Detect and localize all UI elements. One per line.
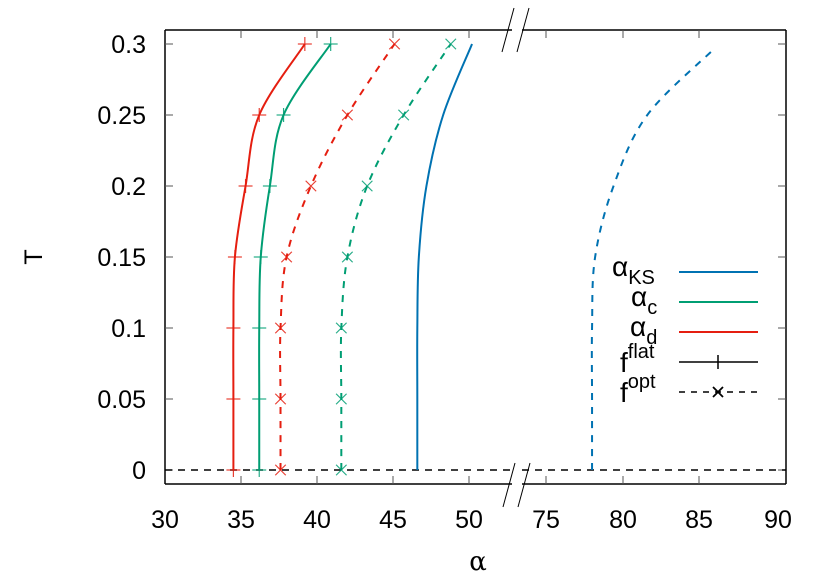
y-tick-label: 0.25 xyxy=(97,102,146,130)
plus-marker-icon xyxy=(252,392,267,406)
cross-marker-icon xyxy=(445,38,457,50)
x-tick-label: 75 xyxy=(532,506,560,534)
plus-marker-icon xyxy=(276,108,291,122)
y-tick-label: 0.2 xyxy=(111,173,146,201)
svg-text:αd: αd xyxy=(630,311,657,349)
legend: αKS αc αd fflat fopt xyxy=(612,251,758,408)
y-tick-labels: 0.3 0.25 0.2 0.15 0.1 0.05 0 xyxy=(97,31,146,485)
x-tick-labels: 30 35 40 45 50 75 80 85 90 xyxy=(151,506,792,534)
legend-item-alpha-d: αd xyxy=(630,311,758,349)
plus-marker-icon xyxy=(226,321,241,335)
cross-marker-icon xyxy=(341,109,354,121)
cross-marker-icon xyxy=(274,393,287,405)
series-curve xyxy=(339,43,452,470)
svg-text:αc: αc xyxy=(631,281,657,319)
plus-marker-icon xyxy=(297,37,312,51)
x-axis-ticks xyxy=(240,30,700,484)
legend-item-f-opt: fopt xyxy=(620,371,758,408)
svg-text:fopt: fopt xyxy=(620,371,656,408)
cross-marker-icon xyxy=(712,386,724,398)
plus-marker-icon xyxy=(262,179,277,193)
y-tick-label: 0.15 xyxy=(97,244,146,272)
plus-marker-icon xyxy=(252,321,267,335)
y-tick-label: 0.1 xyxy=(111,315,146,343)
plus-marker-icon xyxy=(252,463,267,477)
cross-marker-icon xyxy=(397,109,410,121)
cross-marker-icon xyxy=(341,251,354,263)
plus-marker-icon xyxy=(252,108,267,122)
plus-marker-icon xyxy=(238,179,253,193)
x-tick-label: 30 xyxy=(151,506,179,534)
legend-item-alpha-ks: αKS xyxy=(612,251,758,289)
axis-break-top xyxy=(501,7,530,53)
plus-marker-icon xyxy=(323,37,338,51)
series-curve xyxy=(232,43,306,471)
cross-marker-icon xyxy=(388,38,401,50)
cross-marker-icon xyxy=(305,180,317,192)
cross-marker-icon xyxy=(280,251,293,263)
svg-text:fflat: fflat xyxy=(620,341,655,378)
x-tick-label: 90 xyxy=(764,506,792,534)
cross-marker-icon xyxy=(335,393,347,405)
legend-item-f-flat: fflat xyxy=(620,341,758,378)
series-layer xyxy=(232,43,716,471)
x-tick-label: 40 xyxy=(303,506,331,534)
x-axis-label: α xyxy=(469,547,487,577)
plus-marker-icon xyxy=(226,463,241,477)
svg-text:αKS: αKS xyxy=(612,251,655,289)
cross-marker-icon xyxy=(361,180,373,192)
y-tick-label: 0.3 xyxy=(111,31,146,59)
cross-marker-icon xyxy=(335,322,347,334)
cross-marker-icon xyxy=(335,464,347,476)
plus-marker-icon xyxy=(226,392,241,406)
x-tick-label: 85 xyxy=(685,506,713,534)
series-curve xyxy=(279,43,396,470)
y-tick-label: 0.05 xyxy=(97,386,146,414)
legend-item-alpha-c: αc xyxy=(631,281,758,319)
cross-marker-icon xyxy=(274,322,287,334)
series-curve xyxy=(416,43,473,470)
y-tick-label: 0 xyxy=(132,457,146,485)
series-curve xyxy=(590,47,716,471)
x-tick-label: 45 xyxy=(379,506,407,534)
y-axis-label: T xyxy=(20,249,48,264)
x-tick-label: 35 xyxy=(227,506,255,534)
series-curve xyxy=(258,43,332,470)
marker-layer xyxy=(226,37,457,477)
plus-marker-icon xyxy=(227,250,242,264)
x-tick-label: 50 xyxy=(455,506,483,534)
cross-marker-icon xyxy=(274,464,287,476)
plus-marker-icon xyxy=(253,250,268,264)
x-tick-label: 80 xyxy=(609,506,637,534)
